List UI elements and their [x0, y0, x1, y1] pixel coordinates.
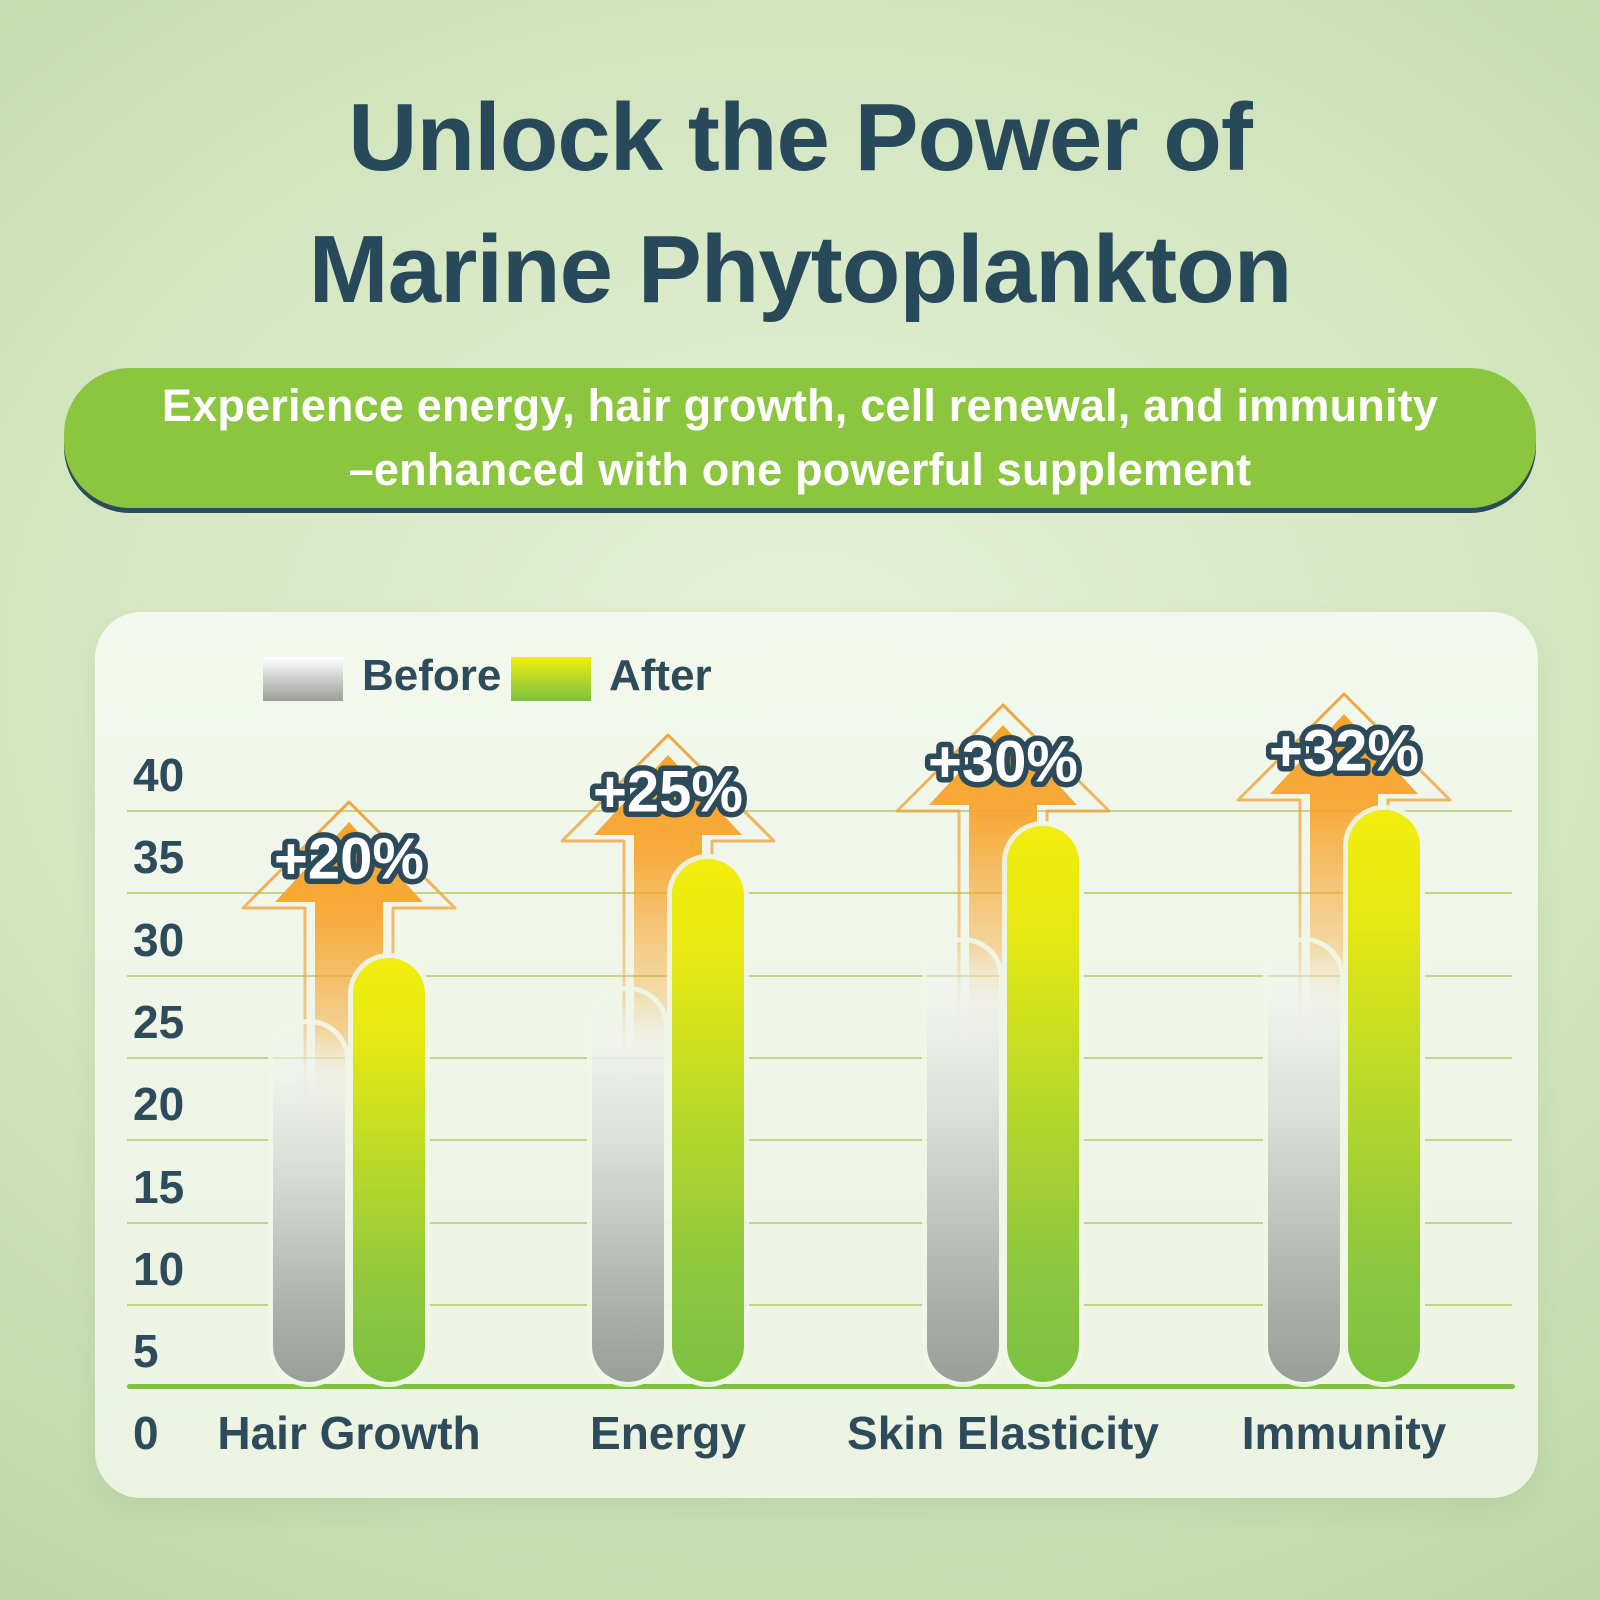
page-title-line2: Marine Phytoplankton — [308, 216, 1293, 324]
y-axis-label: 20 — [133, 1078, 185, 1131]
category-label-skin-elasticity: Skin Elasticity — [847, 1407, 1159, 1459]
increase-arrow-icon: +25% — [560, 733, 776, 1153]
percent-badge: +30% — [928, 730, 1078, 795]
percent-badge: +20% — [274, 827, 424, 892]
legend-swatch-before — [263, 657, 343, 701]
arrow-outline — [895, 703, 1111, 1123]
percent-badge: +32% — [1269, 719, 1419, 784]
bar-before-immunity — [1268, 941, 1340, 1382]
bar-after-hair-growth — [353, 958, 425, 1382]
y-axis-label: 10 — [133, 1242, 185, 1295]
legend-label-before: Before — [362, 651, 502, 700]
legend-label-after: After — [609, 651, 712, 700]
gridline — [127, 1139, 1512, 1142]
y-axis-label: 15 — [133, 1160, 185, 1213]
arrow-fill — [594, 755, 742, 1121]
page-title: Unlock the Power of Marine Phytoplankton — [0, 72, 1600, 337]
gridline — [127, 1056, 1512, 1059]
subtitle-banner: Experience energy, hair growth, cell ren… — [64, 368, 1536, 508]
increase-arrow-icon: +20% — [241, 800, 457, 1220]
y-axis-label: 40 — [133, 749, 185, 801]
bar-after-skin-elasticity — [1007, 826, 1079, 1382]
y-axis-label: 0 — [133, 1407, 159, 1460]
increase-arrow-icon: +32% — [1236, 692, 1452, 1112]
gridline — [127, 974, 1512, 977]
arrow-outline — [241, 800, 457, 1220]
page-title-line1: Unlock the Power of — [348, 84, 1253, 191]
arrow-fill — [275, 822, 423, 1188]
gridline — [127, 1303, 1512, 1306]
y-axis-label: 25 — [133, 995, 185, 1048]
category-label-hair-growth: Hair Growth — [217, 1407, 481, 1459]
arrow-fill — [1270, 714, 1418, 1080]
increase-arrow-icon: +30% — [895, 703, 1111, 1123]
x-axis-baseline — [127, 1384, 1515, 1390]
arrow-outline — [1236, 692, 1452, 1112]
bar-after-immunity — [1348, 810, 1420, 1382]
legend-swatch-after — [511, 657, 591, 701]
y-axis-label: 35 — [133, 831, 185, 884]
subtitle-line2: –enhanced with one powerful supplement — [348, 444, 1252, 495]
bar-after-energy — [672, 859, 744, 1382]
gridline — [127, 892, 1512, 895]
bar-before-energy — [592, 991, 664, 1382]
bar-before-skin-elasticity — [927, 941, 999, 1382]
y-axis-label: 30 — [133, 913, 185, 966]
subtitle-line1: Experience energy, hair growth, cell ren… — [161, 380, 1439, 432]
category-label-energy: Energy — [590, 1407, 746, 1459]
bar-before-hair-growth — [273, 1023, 345, 1382]
gridline — [127, 810, 1512, 812]
percent-badge: +25% — [593, 760, 743, 825]
category-label-immunity: Immunity — [1241, 1407, 1447, 1459]
arrow-fill — [929, 725, 1077, 1091]
gridline — [127, 1221, 1512, 1224]
arrow-outline — [560, 733, 776, 1153]
y-axis-label: 5 — [133, 1325, 159, 1378]
